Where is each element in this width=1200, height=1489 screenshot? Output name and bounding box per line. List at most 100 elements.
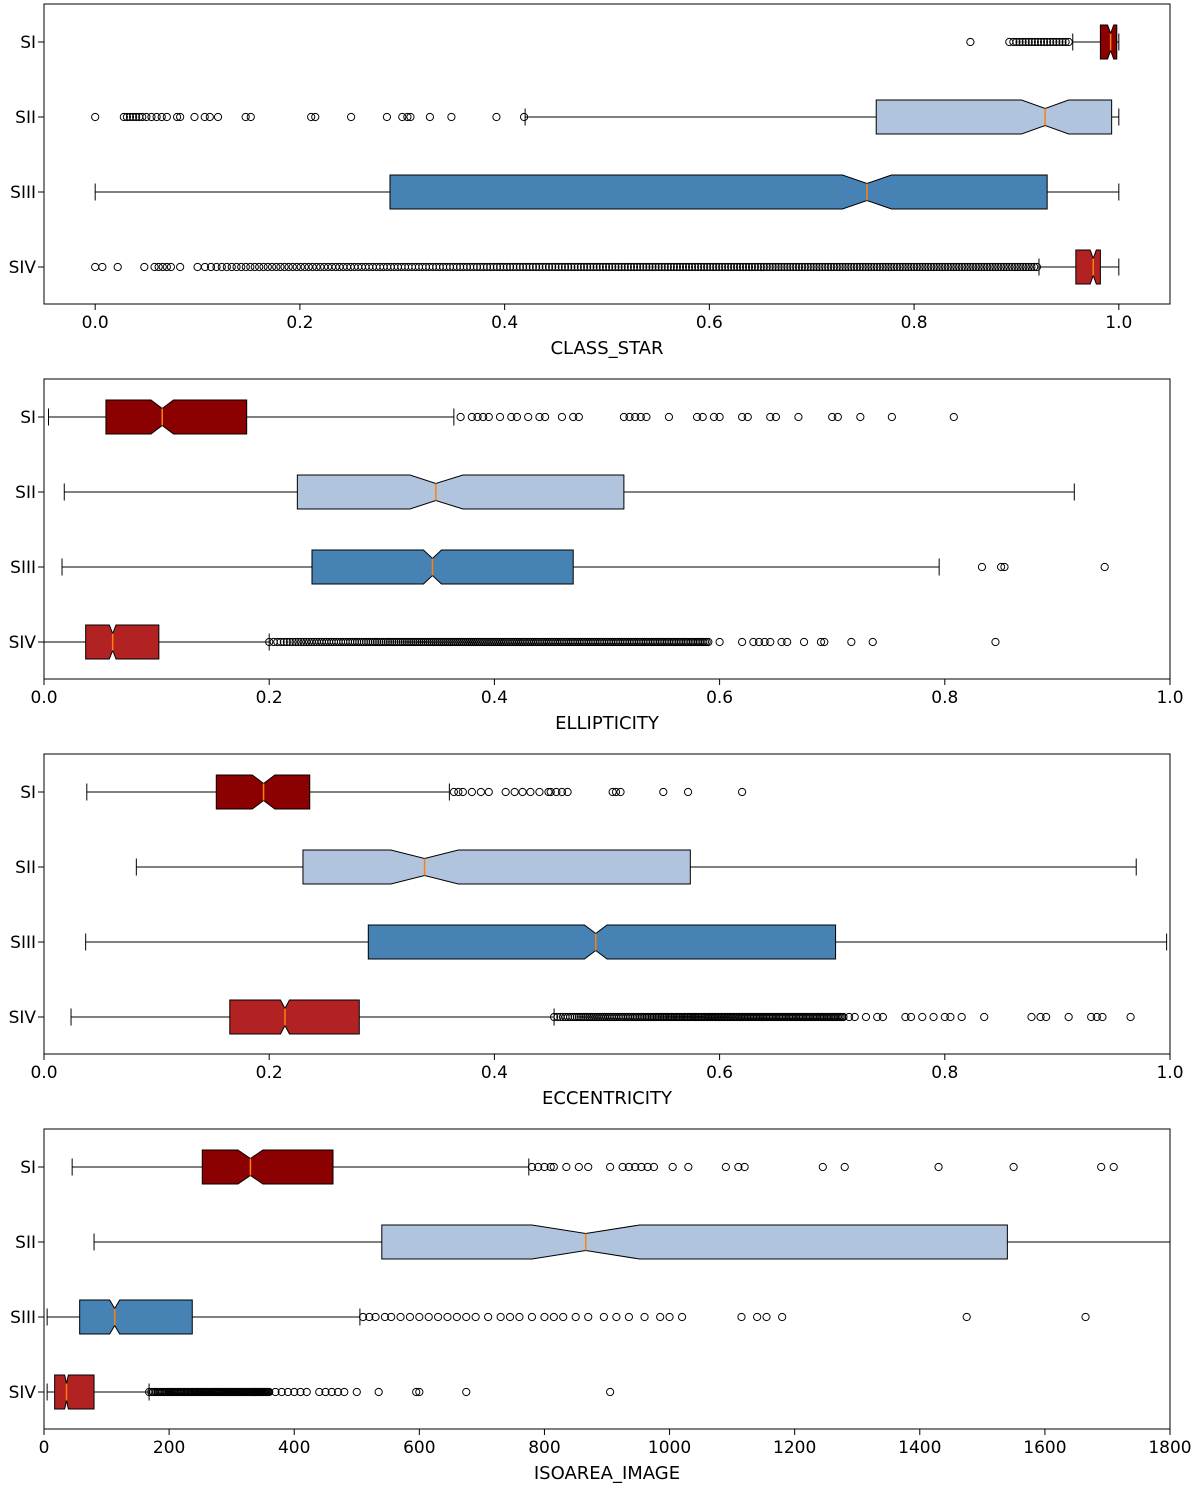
- outlier-point: [648, 262, 657, 272]
- outlier-point: [963, 262, 972, 272]
- outlier-point: [372, 637, 382, 647]
- outlier-point: [579, 1012, 588, 1022]
- outlier-point: [557, 787, 567, 797]
- outlier-point: [828, 412, 837, 422]
- box-series-siii: SIII: [10, 549, 1109, 585]
- chart-panel-3: 0.0 0.2 0.4 0.6 0.8 1.0 ECCENTRICITY SI SII SIII S…: [9, 753, 1184, 1109]
- chart-panel-2: 0.0 0.2 0.4 0.6 0.8 1.0 ELLIPTICITY SI SII SIII SI…: [9, 378, 1184, 734]
- box-series-si: SI: [20, 1149, 1118, 1185]
- outlier-point: [307, 112, 316, 122]
- x-tick-label: 0.2: [286, 313, 313, 333]
- outlier-point: [441, 637, 450, 647]
- outlier-point: [730, 262, 739, 272]
- axis-frame: [43, 378, 1171, 680]
- outlier-point: [431, 637, 440, 647]
- notched-box: [105, 399, 248, 435]
- outlier-point: [564, 262, 573, 272]
- outlier-point: [128, 112, 138, 122]
- outlier-point: [217, 262, 226, 272]
- outlier-point: [867, 262, 876, 272]
- outlier-point: [765, 262, 774, 272]
- outlier-point: [794, 262, 804, 272]
- outlier-point: [522, 262, 531, 272]
- outlier-point: [557, 412, 567, 422]
- outlier-point: [940, 1012, 949, 1022]
- outlier-point: [777, 637, 786, 647]
- outlier-point: [778, 1312, 787, 1322]
- outlier-point: [762, 1312, 771, 1322]
- outlier-point: [624, 1312, 633, 1322]
- outlier-point: [835, 262, 844, 272]
- outlier-point: [250, 262, 259, 272]
- outlier-point: [200, 112, 209, 122]
- outlier-point: [398, 637, 407, 647]
- outlier-point: [625, 412, 634, 422]
- x-tick-label: 0.4: [481, 1063, 508, 1083]
- outlier-point: [280, 262, 289, 272]
- notched-box: [302, 849, 691, 885]
- x-axis-title: ECCENTRICITY: [542, 1088, 673, 1109]
- outlier-point: [740, 1162, 749, 1172]
- outlier-point: [962, 1312, 971, 1322]
- box-series-si: SI: [20, 774, 747, 810]
- outlier-point: [982, 262, 992, 272]
- x-tick-label: 1600: [1023, 1438, 1066, 1458]
- outlier-point: [872, 262, 882, 272]
- outlier-point: [451, 637, 460, 647]
- x-tick-label: 0.0: [30, 1063, 57, 1083]
- outlier-point: [158, 262, 167, 272]
- outlier-point: [267, 262, 277, 272]
- outlier-point: [429, 637, 438, 647]
- outlier-point: [1039, 37, 1049, 47]
- outlier-point: [750, 262, 760, 272]
- outlier-point: [381, 637, 390, 647]
- outlier-point: [570, 262, 579, 272]
- outlier-point: [921, 262, 930, 272]
- outlier-point: [482, 262, 492, 272]
- x-tick-label: 0.4: [481, 688, 508, 708]
- outlier-point: [771, 262, 780, 272]
- outlier-point: [476, 787, 485, 797]
- outlier-point: [734, 1162, 743, 1172]
- box-series-siii: SIII: [10, 1299, 1090, 1335]
- outlier-point: [620, 262, 629, 272]
- chart-panel-1: 0.0 0.2 0.4 0.6 0.8 1.0 CLASS_STAR SI SII SIII SIV: [9, 3, 1171, 359]
- outlier-point: [291, 637, 300, 647]
- outlier-point: [856, 412, 865, 422]
- outlier-point: [380, 1312, 390, 1322]
- outlier-point: [850, 262, 859, 272]
- outlier-point: [527, 1162, 537, 1172]
- outlier-point: [994, 262, 1003, 272]
- outlier-point: [929, 262, 938, 272]
- outlier-point: [645, 262, 654, 272]
- outlier-point: [1016, 262, 1025, 272]
- outlier-point: [499, 262, 508, 272]
- outlier-point: [515, 262, 524, 272]
- axis-frame: [43, 753, 1171, 1055]
- box-series-si: SI: [20, 399, 958, 435]
- outlier-point: [868, 637, 877, 647]
- outlier-point: [370, 637, 380, 647]
- outlier-point: [479, 412, 488, 422]
- outlier-point: [997, 562, 1006, 572]
- outlier-point: [861, 1012, 871, 1022]
- outlier-point: [738, 787, 747, 797]
- outlier-point: [786, 262, 795, 272]
- outlier-point: [1087, 1012, 1096, 1022]
- box-series-siv: SIV: [9, 249, 1120, 285]
- notched-box: [54, 1374, 95, 1410]
- outlier-point: [379, 637, 388, 647]
- outlier-point: [387, 1312, 396, 1322]
- outlier-point: [991, 637, 1000, 647]
- outlier-point: [969, 262, 978, 272]
- outlier-point: [873, 1012, 882, 1022]
- outlier-point: [138, 112, 147, 122]
- outlier-point: [166, 262, 176, 272]
- outlier-point: [706, 262, 715, 272]
- outlier-point: [611, 262, 620, 272]
- category-label: SIV: [9, 1383, 37, 1403]
- outlier-point: [753, 262, 762, 272]
- outlier-point: [712, 262, 721, 272]
- outlier-point: [132, 112, 141, 122]
- box-series-sii: SII: [15, 849, 1137, 885]
